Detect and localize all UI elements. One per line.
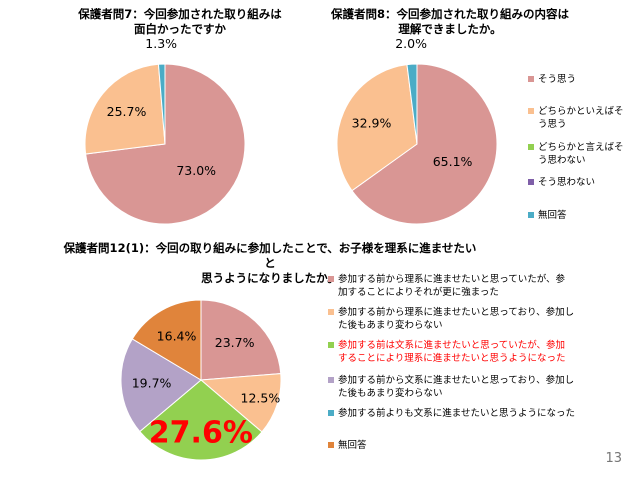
chart3-slice-3 (139, 379, 263, 461)
chart3-slice-label-3: 27.6% (149, 415, 253, 450)
chart1-slice-3 (157, 63, 166, 145)
chart1-slice-label-1: 73.0% (176, 163, 216, 178)
legend-top-item-4: そう思わない (528, 176, 628, 189)
legend-top-item-1: そう思う (528, 73, 628, 86)
chart2-slice-label-2: 32.9% (352, 116, 392, 131)
legend-bottom-swatch-2 (328, 309, 334, 315)
legend-bottom-label-2: 参加する前から理系に進ませたいと思っており、参加し た後もあまり変わらない (338, 307, 575, 331)
chart2-slice-1 (351, 63, 498, 225)
chart1-slice-2 (84, 63, 166, 155)
chart3-slice-2 (199, 373, 282, 433)
chart3-slice-4 (120, 338, 202, 433)
legend-top-swatch-1 (528, 76, 534, 82)
legend-bottom-swatch-5 (328, 410, 334, 416)
legend-bottom-label-3: 参加する前は文系に進ませたいと思っていたが、参加 することにより理系に進ませたい… (338, 340, 566, 364)
chart2-slice-label-1: 65.1% (433, 154, 473, 169)
legend-top-label-1: そう思う (538, 74, 577, 85)
chart3-slice-1 (200, 299, 282, 381)
page-number: 13 (605, 451, 622, 466)
chart1-slice-label-2: 25.7% (107, 104, 147, 119)
legend-top-item-5: 無回答 (528, 209, 628, 222)
legend-bottom-item-4: 参加する前から文系に進ませたいと思っており、参加し た後もあまり変わらない (328, 374, 608, 400)
chart2-title: 保護者問8：今回参加された取り組みの内容は 理解できましたか。 (331, 7, 569, 36)
legend-bottom-item-6: 無回答 (328, 439, 608, 452)
chart1-slice-label-3: 1.3% (145, 36, 177, 51)
chart3-slice-label-4: 19.7% (132, 375, 172, 390)
chart3-slice-6 (131, 299, 202, 381)
legend-top-item-3: どちらかと言えばそ う思わない (528, 141, 628, 167)
legend-bottom-swatch-4 (328, 377, 334, 383)
legend-top-item-2: どちらかといえばそ う思う (528, 105, 628, 131)
legend-bottom-label-4: 参加する前から文系に進ませたいと思っており、参加し た後もあまり変わらない (338, 375, 575, 399)
legend-bottom-swatch-1 (328, 276, 334, 282)
legend-top-label-5: 無回答 (538, 210, 567, 221)
chart2-slice-3 (406, 63, 418, 145)
legend-top-swatch-4 (528, 179, 534, 185)
legend-bottom-label-1: 参加する前から理系に進ませたいと思っていたが、参 加することによりそれが更に強ま… (338, 274, 566, 298)
legend-top-label-4: そう思わない (538, 177, 596, 188)
legend-top-swatch-2 (528, 108, 534, 114)
legend-bottom-item-2: 参加する前から理系に進ませたいと思っており、参加し た後もあまり変わらない (328, 306, 608, 332)
legend-bottom-swatch-6 (328, 442, 334, 448)
chart2-slice-label-3: 2.0% (395, 36, 427, 51)
legend-bottom-item-1: 参加する前から理系に進ませたいと思っていたが、参 加することによりそれが更に強ま… (328, 273, 608, 299)
legend-bottom-label-6: 無回答 (338, 440, 367, 451)
legend-bottom-label-5: 参加する前よりも文系に進ませたいと思うようになった (338, 408, 576, 419)
chart3-slice-label-2: 12.5% (241, 391, 281, 406)
legend-top-swatch-5 (528, 212, 534, 218)
legend-bottom-item-5: 参加する前よりも文系に進ませたいと思うようになった (328, 407, 608, 420)
chart3-slice-label-6: 16.4% (157, 328, 197, 343)
legend-top-label-2: どちらかといえばそ う思う (538, 106, 624, 130)
legend-bottom-swatch-3 (328, 342, 334, 348)
legend-top-label-3: どちらかと言えばそ う思わない (538, 142, 624, 166)
legend-bottom-item-3: 参加する前は文系に進ませたいと思っていたが、参加 することにより理系に進ませたい… (328, 339, 608, 365)
chart3-title: 保護者問12(1)：今回の取り組みに参加したことで、お子様を理系に進ませたいと … (63, 241, 477, 285)
chart2-slice-2 (336, 64, 418, 192)
legend-top-swatch-3 (528, 144, 534, 150)
chart3-slice-label-1: 23.7% (215, 335, 255, 350)
chart1-title: 保護者問7：今回参加された取り組みは 面白かったですか (78, 7, 282, 36)
